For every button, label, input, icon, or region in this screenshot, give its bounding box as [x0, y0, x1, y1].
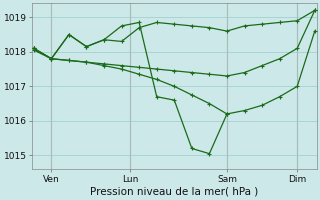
X-axis label: Pression niveau de la mer( hPa ): Pression niveau de la mer( hPa )	[90, 187, 259, 197]
